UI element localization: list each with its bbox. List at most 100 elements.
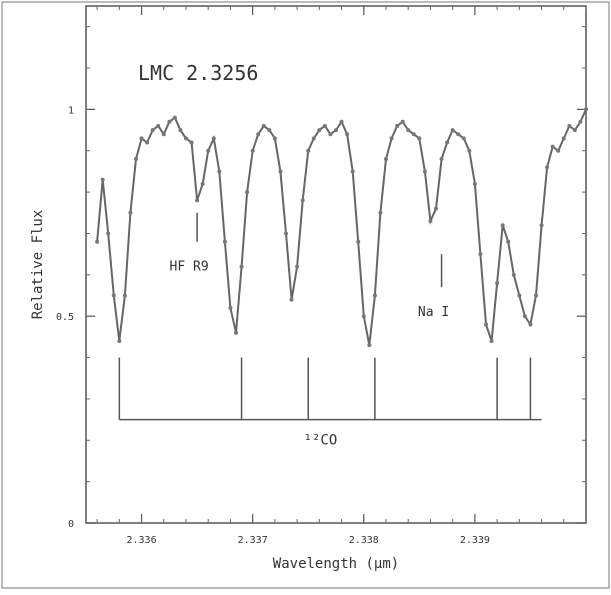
spectrum-point <box>545 165 550 170</box>
spectrum-point <box>178 128 183 133</box>
spectrum-point <box>317 128 322 133</box>
spectrum-point <box>195 198 200 203</box>
spectrum-point <box>456 132 461 137</box>
spectrum-point <box>539 223 544 228</box>
spectrum-point <box>106 231 111 236</box>
spectrum-point <box>556 148 561 153</box>
spectrum-point <box>372 293 377 298</box>
y-tick-label: 0.5 <box>56 312 74 323</box>
spectrum-point <box>567 123 572 128</box>
spectrum-point <box>517 293 522 298</box>
spectrum-point <box>234 330 238 335</box>
spectrum-point <box>295 264 300 269</box>
spectrum-point <box>278 169 283 174</box>
spectrum-point <box>484 322 488 327</box>
axis-ticks <box>86 6 587 524</box>
spectrum-point <box>534 293 538 298</box>
spectrum-point <box>339 119 344 124</box>
spectrum-point <box>367 343 372 348</box>
spectrum-point <box>245 190 250 195</box>
y-tick-label: 1 <box>68 105 74 116</box>
spectrum-point <box>228 305 233 310</box>
annotation-label: Na I <box>418 305 449 320</box>
spectrum-point <box>100 177 105 182</box>
spectrum-point <box>528 322 533 327</box>
spectrum-point <box>95 239 100 244</box>
annotation-label: HF R9 <box>170 260 209 275</box>
spectrum-point <box>428 219 433 224</box>
spectrum-point <box>506 239 511 244</box>
line-markers <box>118 212 542 421</box>
spectrum-point <box>289 297 294 302</box>
spectrum-point <box>239 264 244 269</box>
spectrum-point <box>422 169 427 174</box>
spectrum-point <box>128 210 133 215</box>
spectrum-point <box>267 128 272 133</box>
spectrum-point <box>189 140 194 145</box>
spectrum-point <box>522 314 527 319</box>
chart-labels: 2.336 2.337 2.338 2.339 0 0.5 1 HF R9 Na I ¹²CO <box>56 105 490 546</box>
spectrum-point <box>472 181 477 186</box>
spectrum-point <box>122 293 127 298</box>
spectrum-point <box>350 169 355 174</box>
spectrum-point <box>578 119 583 124</box>
spectrum-point <box>117 339 122 344</box>
x-axis-label: Wavelength (μm) <box>273 556 399 572</box>
spectrum-point <box>461 136 466 141</box>
spectrum-point <box>550 144 555 149</box>
spectrum-point <box>434 206 438 211</box>
chart-title: LMC 2.3256 <box>138 61 258 85</box>
x-tick-label: 2.338 <box>349 535 379 546</box>
spectrum-point <box>145 140 150 145</box>
spectrum-series <box>95 107 588 348</box>
spectrum-point <box>139 136 144 141</box>
spectrum-point <box>184 136 188 141</box>
x-tick-label: 2.339 <box>460 535 490 546</box>
y-axis-label: Relative Flux <box>30 210 46 320</box>
spectrum-point <box>328 132 333 137</box>
plot-area-frame <box>85 5 587 524</box>
spectrum-point <box>256 132 261 137</box>
spectrum-point <box>561 136 566 141</box>
spectrum-point <box>450 128 455 133</box>
spectrum-point <box>261 123 266 128</box>
spectrum-point <box>411 132 416 137</box>
spectrum-point <box>334 128 338 133</box>
spectrum-point <box>406 128 411 133</box>
spectrum-point <box>284 231 288 236</box>
spectrum-point <box>272 136 277 141</box>
spectrum-line <box>96 108 587 346</box>
spectrum-point <box>161 132 166 137</box>
spectrum-point <box>489 339 494 344</box>
x-tick-label: 2.337 <box>238 535 268 546</box>
spectrum-point <box>356 239 361 244</box>
spectrum-point <box>395 123 400 128</box>
spectrum-point <box>584 107 588 112</box>
co-label: ¹²CO <box>304 432 338 448</box>
spectrum-point <box>378 210 383 215</box>
spectrum-point <box>300 198 305 203</box>
spectrum-point <box>250 148 255 153</box>
spectrum-point <box>222 239 227 244</box>
spectrum-point <box>495 281 500 286</box>
spectrum-point <box>150 128 155 133</box>
spectrum-point <box>172 115 177 120</box>
spectrum-point <box>206 148 211 153</box>
spectrum-point <box>400 119 405 124</box>
spectrum-point <box>211 136 216 141</box>
spectrum-point <box>111 293 116 298</box>
spectrum-point <box>345 132 350 137</box>
spectrum-point <box>361 314 366 319</box>
spectrum-point <box>500 223 505 228</box>
spectrum-point <box>167 119 172 124</box>
spectrum-point <box>200 181 205 186</box>
spectrum-point <box>445 140 450 145</box>
spectrum-point <box>478 252 483 257</box>
spectrum-point <box>384 157 388 162</box>
x-tick-label: 2.336 <box>127 535 157 546</box>
spectrum-point <box>572 128 577 133</box>
spectrum-point <box>306 148 311 153</box>
